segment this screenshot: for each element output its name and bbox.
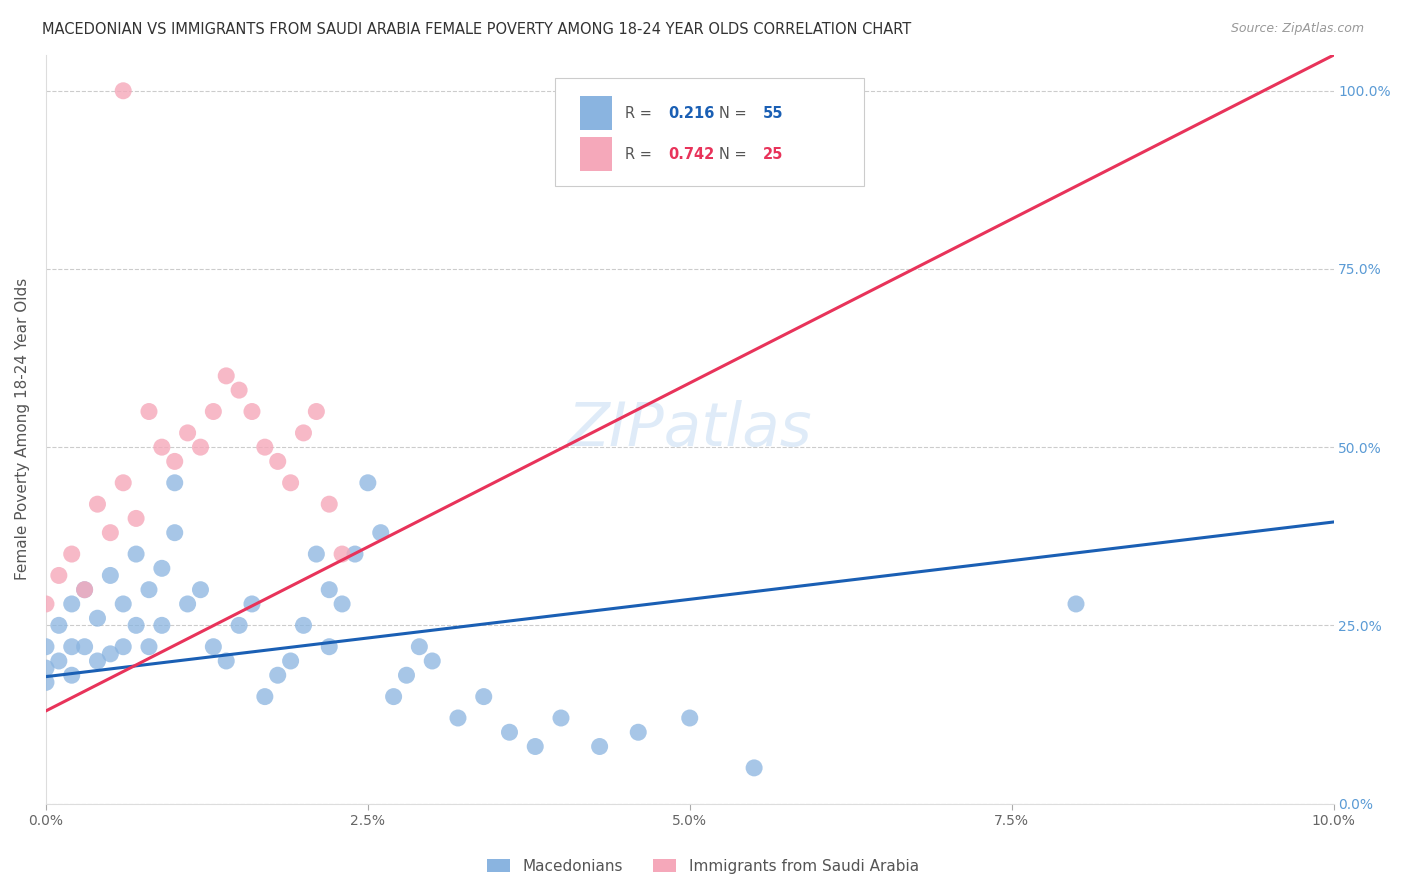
Point — [305, 547, 328, 561]
Point — [202, 640, 225, 654]
Point — [305, 404, 328, 418]
Point — [292, 425, 315, 440]
Point — [98, 568, 121, 582]
Point — [150, 618, 173, 632]
Point — [98, 525, 121, 540]
Point — [330, 547, 353, 561]
Point — [35, 640, 58, 654]
Point — [382, 690, 405, 704]
Point — [228, 383, 250, 397]
Point — [86, 654, 108, 668]
Point — [215, 368, 238, 383]
Text: R =: R = — [626, 147, 657, 162]
Point — [627, 725, 650, 739]
FancyBboxPatch shape — [554, 78, 863, 186]
FancyBboxPatch shape — [581, 137, 613, 171]
Point — [267, 454, 290, 468]
Point — [280, 654, 302, 668]
Point — [35, 661, 58, 675]
Y-axis label: Female Poverty Among 18-24 Year Olds: Female Poverty Among 18-24 Year Olds — [15, 278, 30, 581]
Point — [163, 525, 186, 540]
Point — [550, 711, 572, 725]
Text: Source: ZipAtlas.com: Source: ZipAtlas.com — [1230, 22, 1364, 36]
Point — [35, 597, 58, 611]
Text: MACEDONIAN VS IMMIGRANTS FROM SAUDI ARABIA FEMALE POVERTY AMONG 18-24 YEAR OLDS : MACEDONIAN VS IMMIGRANTS FROM SAUDI ARAB… — [42, 22, 911, 37]
Point — [253, 440, 276, 454]
Point — [60, 640, 83, 654]
Point — [524, 739, 547, 754]
Text: 55: 55 — [763, 106, 783, 121]
Point — [408, 640, 430, 654]
Point — [202, 404, 225, 418]
Point — [679, 711, 702, 725]
Point — [420, 654, 443, 668]
Point — [73, 582, 96, 597]
Point — [112, 475, 135, 490]
Point — [138, 404, 160, 418]
Point — [190, 440, 212, 454]
Point — [48, 568, 70, 582]
Point — [228, 618, 250, 632]
Point — [60, 668, 83, 682]
Point — [150, 440, 173, 454]
FancyBboxPatch shape — [581, 96, 613, 130]
Point — [588, 739, 610, 754]
Point — [163, 475, 186, 490]
Point — [280, 475, 302, 490]
Point — [138, 582, 160, 597]
Point — [267, 668, 290, 682]
Text: 25: 25 — [763, 147, 783, 162]
Point — [112, 597, 135, 611]
Point — [163, 454, 186, 468]
Point — [318, 582, 340, 597]
Point — [447, 711, 470, 725]
Point — [370, 525, 392, 540]
Point — [240, 597, 263, 611]
Point — [357, 475, 380, 490]
Text: N =: N = — [720, 147, 752, 162]
Point — [395, 668, 418, 682]
Point — [215, 654, 238, 668]
Point — [48, 618, 70, 632]
Point — [253, 690, 276, 704]
Point — [60, 547, 83, 561]
Point — [138, 640, 160, 654]
Point — [330, 597, 353, 611]
Point — [73, 640, 96, 654]
Point — [176, 597, 198, 611]
Point — [48, 654, 70, 668]
Point — [98, 647, 121, 661]
Point — [35, 675, 58, 690]
Point — [125, 547, 148, 561]
Text: 0.216: 0.216 — [668, 106, 714, 121]
Point — [742, 761, 765, 775]
Point — [73, 582, 96, 597]
Text: ZIPatlas: ZIPatlas — [568, 400, 813, 458]
Point — [125, 511, 148, 525]
Point — [150, 561, 173, 575]
Point — [343, 547, 366, 561]
Text: N =: N = — [720, 106, 752, 121]
Point — [86, 497, 108, 511]
Legend: Macedonians, Immigrants from Saudi Arabia: Macedonians, Immigrants from Saudi Arabi… — [481, 853, 925, 880]
Point — [1064, 597, 1087, 611]
Point — [112, 84, 135, 98]
Point — [472, 690, 495, 704]
Point — [125, 618, 148, 632]
Point — [176, 425, 198, 440]
Point — [86, 611, 108, 625]
Point — [498, 725, 520, 739]
Point — [190, 582, 212, 597]
Point — [318, 497, 340, 511]
Point — [112, 640, 135, 654]
Text: 0.742: 0.742 — [668, 147, 714, 162]
Point — [60, 597, 83, 611]
Text: R =: R = — [626, 106, 657, 121]
Point — [318, 640, 340, 654]
Point — [292, 618, 315, 632]
Point — [240, 404, 263, 418]
